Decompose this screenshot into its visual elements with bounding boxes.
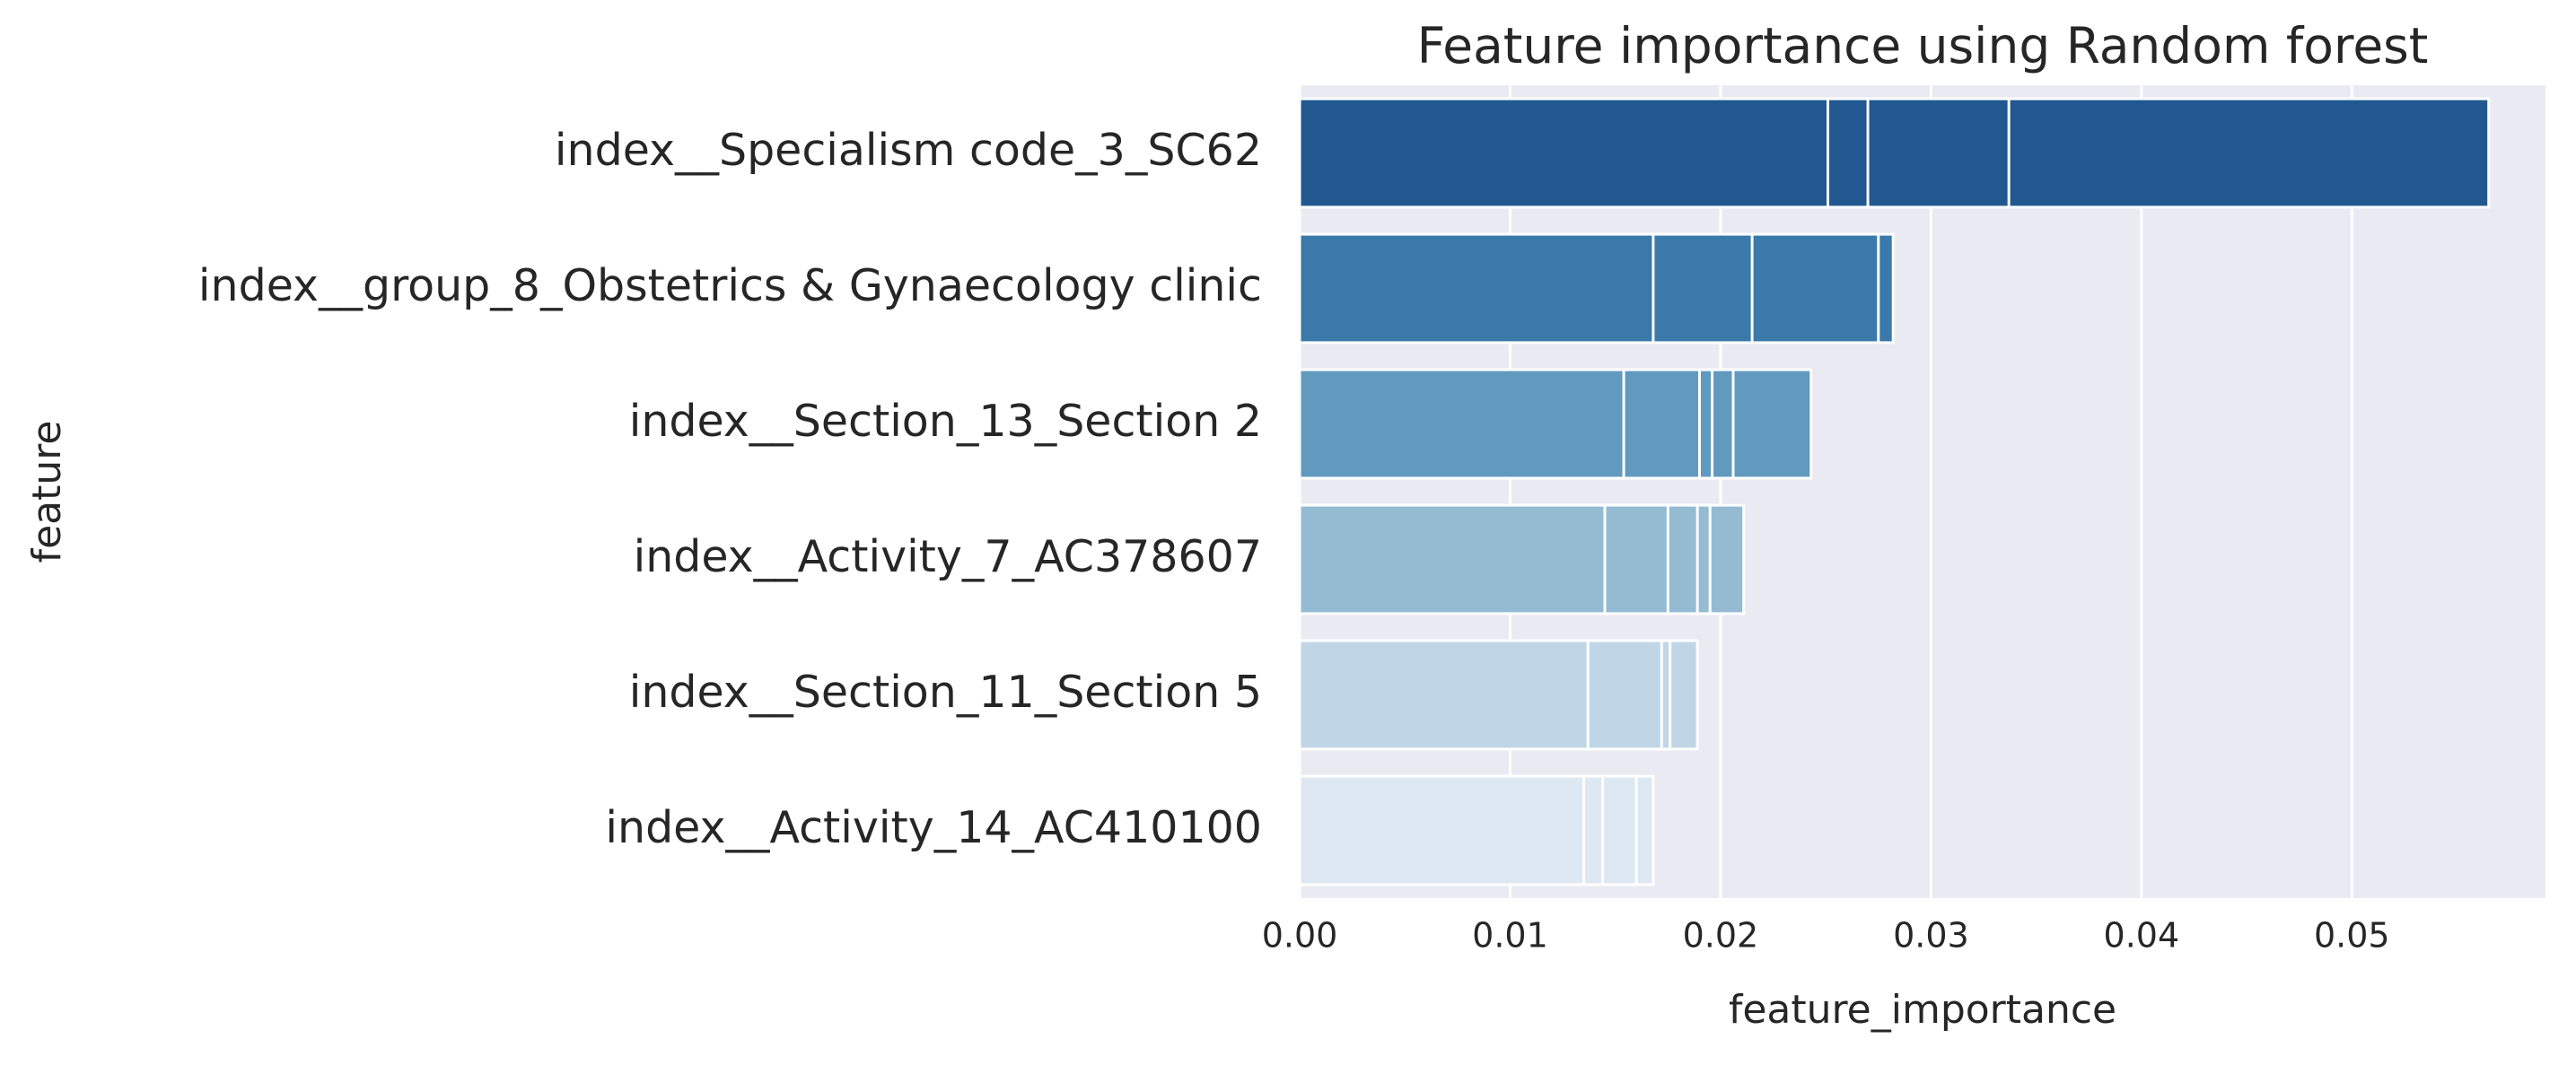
x-tick-label: 0.05 [2314, 916, 2390, 956]
y-axis-label: feature [24, 421, 70, 563]
y-tick-label: index__Activity_14_AC410100 [605, 802, 1262, 853]
chart-title: Feature importance using Random forest [1417, 17, 2429, 74]
y-tick-label: index__Section_13_Section 2 [629, 396, 1262, 447]
x-axis-label: feature_importance [1729, 987, 2116, 1033]
y-tick-label: index__Section_11_Section 5 [629, 667, 1262, 718]
x-tick-label: 0.03 [1893, 916, 1969, 956]
bar [1298, 232, 1655, 345]
x-tick-label: 0.00 [1262, 916, 1338, 956]
y-tick-label: index__Specialism code_3_SC62 [555, 125, 1262, 176]
bar [1298, 503, 1607, 615]
x-tick-label: 0.01 [1472, 916, 1548, 956]
bar [1298, 368, 1625, 480]
y-tick-label: index__Activity_7_AC378607 [634, 531, 1262, 582]
x-tick-label: 0.04 [2104, 916, 2180, 956]
bar [1298, 97, 1829, 209]
plot-background [1300, 85, 2545, 898]
y-tick-label: index__group_8_Obstetrics & Gynaecology … [198, 260, 1262, 311]
x-tick-label: 0.02 [1683, 916, 1759, 956]
bar [1298, 639, 1590, 751]
bar [1298, 774, 1586, 886]
